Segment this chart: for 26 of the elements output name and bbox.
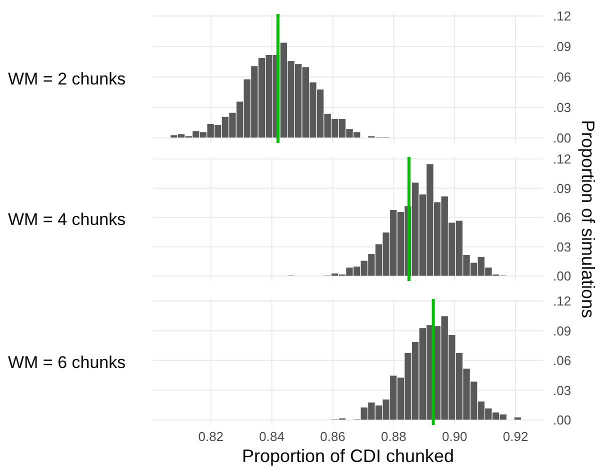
x-axis-title: Proportion of CDI chunked [242, 446, 454, 466]
y-tick-label: .06 [553, 210, 572, 226]
y-tick-label: .06 [553, 70, 572, 85]
x-tick-label: 0.86 [320, 429, 346, 444]
y-tick-label: .03 [553, 382, 572, 398]
y-tick-label: .09 [553, 323, 572, 338]
x-tick-label: 0.90 [442, 429, 468, 444]
y-tick-label: .06 [553, 353, 572, 368]
y-tick-label: .12 [553, 8, 572, 24]
x-tick-label: 0.82 [198, 429, 224, 444]
x-tick-label: 0.88 [381, 429, 406, 444]
text: WM = 4 chunks [8, 210, 126, 229]
y-axis-title: Proportion of simulations [578, 120, 597, 318]
y-tick-label: .00 [553, 130, 572, 146]
text: WM = 2 chunks [8, 69, 126, 88]
y-tick-label: .09 [553, 180, 572, 196]
y-tick-label: .00 [553, 268, 572, 284]
y-tick-label: .03 [553, 239, 572, 254]
y-tick-label: .12 [553, 294, 572, 309]
text: WM = 6 chunks [8, 352, 126, 372]
y-tick-label: .03 [553, 100, 572, 115]
x-tick-label: 0.92 [502, 429, 528, 444]
x-tick-label: 0.84 [259, 429, 284, 444]
y-tick-label: .12 [553, 152, 572, 167]
y-tick-label: .00 [553, 412, 572, 428]
y-tick-label: .09 [553, 39, 572, 54]
